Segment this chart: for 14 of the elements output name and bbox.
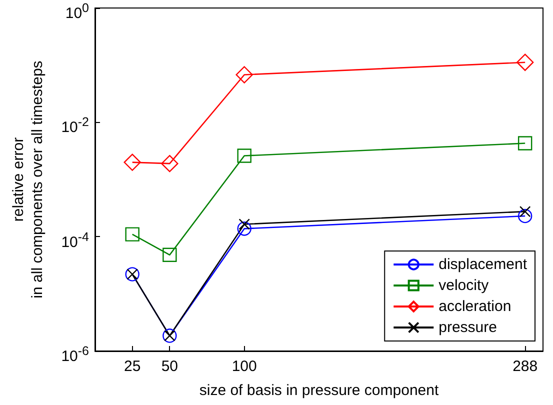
x-tick-label: 288 [512, 358, 538, 375]
y-tick-label: 10$^{-4}$ [61, 228, 89, 252]
y-axis-title: relative error in all components over all timesteps [10, 60, 46, 298]
legend-label: displacement [438, 256, 528, 273]
y-tick-label: 10$^{-6}$ [61, 343, 89, 366]
x-tick-label: 100 [232, 358, 257, 375]
legend-label: accleration [438, 298, 512, 315]
legend-label: velocity [438, 277, 490, 294]
y-tick-label: 10$^{-2}$ [61, 114, 89, 138]
x-tick-label: 50 [161, 358, 178, 375]
y-tick-label: 10$^{0}$ [65, 0, 89, 23]
x-tick-label: 25 [124, 358, 141, 375]
legend-label: pressure [438, 319, 497, 336]
x-axis-title: size of basis in pressure component [199, 382, 440, 399]
